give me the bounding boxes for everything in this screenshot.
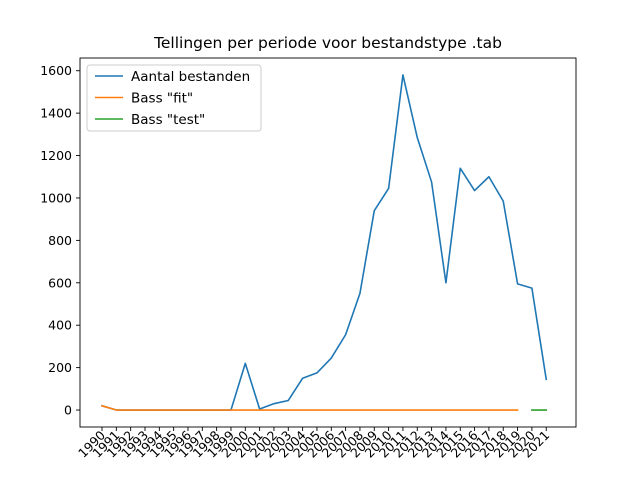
series-layer [101, 74, 548, 411]
y-tick-label: 800 [48, 233, 72, 248]
y-tick-label: 400 [48, 318, 72, 333]
legend-label-1: Bass "fit" [131, 91, 193, 107]
y-tick-label: 1600 [40, 63, 72, 78]
y-tick-label: 1400 [40, 106, 72, 121]
legend: Aantal bestanden Bass "fit" Bass "test" [86, 64, 262, 132]
legend-label-0: Aantal bestanden [131, 69, 250, 85]
legend-box [86, 64, 262, 132]
legend-label-2: Bass "test" [131, 112, 205, 128]
y-tick-label: 600 [48, 275, 72, 290]
series-line-1 [101, 404, 519, 411]
chart-title: Tellingen per periode voor bestandstype … [153, 34, 502, 52]
y-tick-label: 1000 [40, 190, 72, 205]
y-tick-label: 200 [48, 360, 72, 375]
axes-frame [79, 57, 577, 428]
y-tick-label: 0 [64, 403, 72, 418]
y-tick-label: 1200 [40, 148, 72, 163]
